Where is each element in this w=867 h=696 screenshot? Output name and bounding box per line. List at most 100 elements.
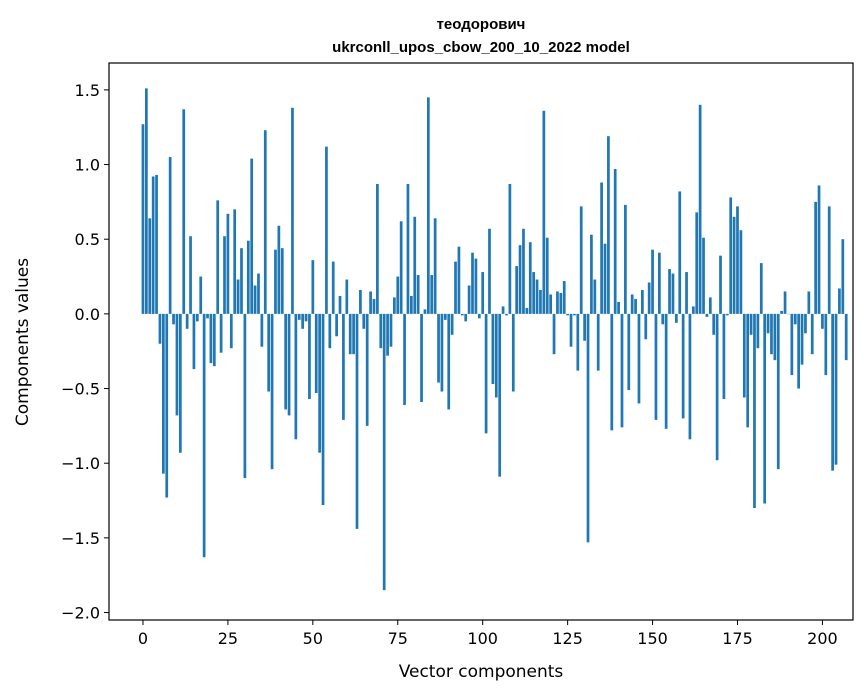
bar-140 xyxy=(617,301,620,314)
bar-141 xyxy=(620,313,624,428)
bar-7 xyxy=(165,313,169,498)
bar-118 xyxy=(542,110,546,314)
bar-89 xyxy=(443,313,447,320)
bar-40 xyxy=(277,225,281,314)
bar-169 xyxy=(715,313,719,461)
bar-79 xyxy=(410,295,413,314)
bar-42 xyxy=(284,313,288,410)
bar-202 xyxy=(827,206,831,314)
chart-title: теодорович xyxy=(437,16,526,33)
bar-172 xyxy=(725,313,729,316)
bar-73 xyxy=(389,313,393,347)
bar-135 xyxy=(600,182,603,314)
bar-167 xyxy=(708,297,712,314)
bar-111 xyxy=(518,245,522,314)
bar-193 xyxy=(797,313,800,389)
bar-203 xyxy=(831,313,834,471)
bar-86 xyxy=(433,218,437,314)
bar-82 xyxy=(420,313,423,402)
bar-9 xyxy=(172,313,175,325)
bar-176 xyxy=(739,230,743,314)
bar-77 xyxy=(403,313,406,405)
bar-149 xyxy=(647,282,651,314)
bar-39 xyxy=(274,249,277,314)
bar-115 xyxy=(532,272,536,314)
y-tick-label: −1.0 xyxy=(61,454,100,473)
x-tick-label: 0 xyxy=(138,629,148,648)
bar-63 xyxy=(355,313,359,529)
bar-109 xyxy=(511,313,515,392)
x-axis-ticks: 0 25 50 75 100 125 150 175 200 xyxy=(138,620,838,648)
bar-162 xyxy=(691,306,695,314)
bar-134 xyxy=(596,313,600,371)
bar-61 xyxy=(348,313,352,355)
bar-147 xyxy=(641,289,644,314)
bar-183 xyxy=(763,313,767,504)
bars-group xyxy=(141,88,848,591)
bar-165 xyxy=(702,237,705,314)
bar-207 xyxy=(844,313,848,361)
bar-151 xyxy=(654,313,658,420)
bar-3 xyxy=(151,176,155,314)
bar-179 xyxy=(749,313,753,335)
bar-144 xyxy=(630,294,634,314)
bar-60 xyxy=(345,279,349,314)
bar-28 xyxy=(236,279,240,314)
bar-90 xyxy=(447,313,451,410)
bar-126 xyxy=(569,313,573,347)
bar-119 xyxy=(545,237,549,314)
bar-32 xyxy=(250,158,254,314)
bar-161 xyxy=(688,313,692,440)
bar-10 xyxy=(175,313,179,416)
bar-198 xyxy=(814,201,817,314)
bar-158 xyxy=(678,191,682,314)
bar-56 xyxy=(331,261,335,314)
plot-frame xyxy=(108,62,854,621)
bar-137 xyxy=(607,136,610,314)
bar-19 xyxy=(206,313,209,319)
bar-102 xyxy=(488,228,491,314)
bar-76 xyxy=(399,221,403,314)
bar-18 xyxy=(202,313,206,558)
bar-54 xyxy=(325,146,328,314)
bar-174 xyxy=(732,216,736,314)
bar-133 xyxy=(593,279,597,314)
chart-title-group: теодорович ukrconll_upos_cbow_200_10_202… xyxy=(332,16,630,56)
bar-132 xyxy=(590,234,593,314)
bar-156 xyxy=(671,273,675,314)
bar-192 xyxy=(793,313,797,325)
bar-65 xyxy=(362,313,366,329)
bar-2 xyxy=(148,218,152,314)
bar-153 xyxy=(661,313,665,325)
bar-22 xyxy=(216,200,220,314)
bar-160 xyxy=(685,272,688,314)
bar-68 xyxy=(372,298,376,314)
bar-38 xyxy=(270,313,274,470)
bar-124 xyxy=(562,281,566,314)
x-tick-label: 175 xyxy=(722,629,753,648)
bar-191 xyxy=(790,313,794,376)
bar-150 xyxy=(651,249,654,314)
bar-108 xyxy=(508,183,512,314)
bar-46 xyxy=(297,313,301,320)
bar-91 xyxy=(450,313,454,335)
bar-55 xyxy=(328,313,332,349)
bar-120 xyxy=(549,294,552,314)
bar-98 xyxy=(474,258,478,314)
bar-130 xyxy=(583,313,586,341)
x-tick-label: 125 xyxy=(552,629,583,648)
bar-128 xyxy=(576,313,580,371)
bar-52 xyxy=(318,313,321,453)
bar-181 xyxy=(756,313,760,349)
bar-75 xyxy=(396,276,400,314)
bar-100 xyxy=(481,272,485,314)
bar-125 xyxy=(566,313,569,316)
y-tick-label: −1.5 xyxy=(61,529,100,548)
bar-49 xyxy=(308,313,311,399)
bar-51 xyxy=(314,313,318,394)
bar-31 xyxy=(246,240,250,314)
bar-189 xyxy=(783,291,787,314)
bar-146 xyxy=(637,313,641,404)
bar-101 xyxy=(484,313,488,434)
